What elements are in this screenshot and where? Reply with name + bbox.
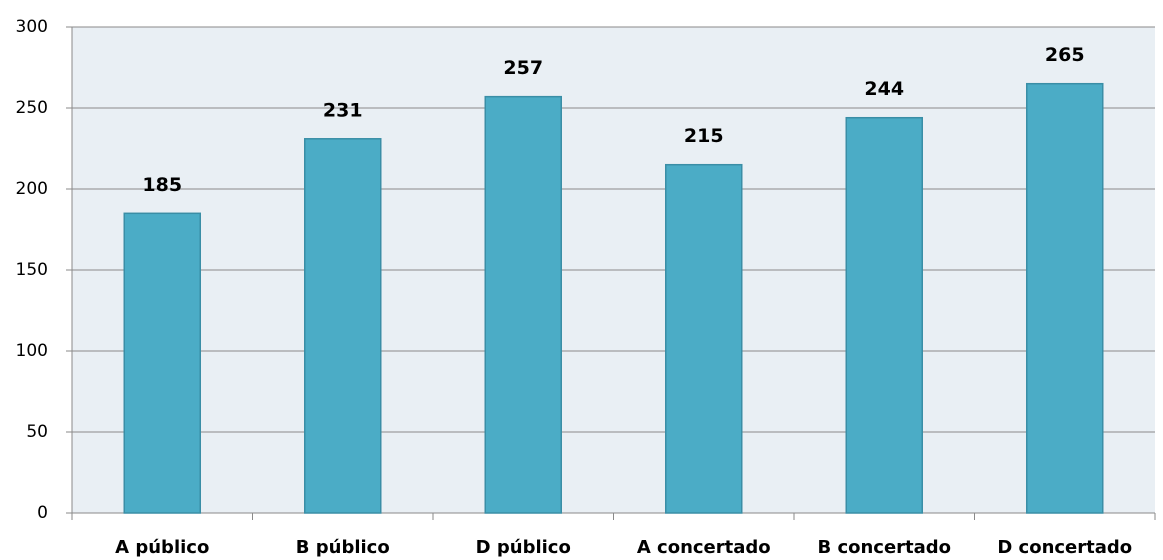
x-tick-label: B público: [296, 537, 390, 558]
value-label: 257: [503, 57, 543, 79]
value-label: 215: [684, 125, 724, 147]
x-tick-label: D concertado: [997, 537, 1132, 558]
value-label: 265: [1045, 44, 1085, 66]
x-tick-label: D público: [476, 537, 571, 558]
x-tick-label: A concertado: [637, 537, 771, 558]
y-tick-label: 300: [16, 17, 48, 37]
y-tick-label: 200: [16, 179, 48, 199]
y-tick-label: 100: [16, 341, 48, 361]
x-tick-label: A público: [115, 537, 209, 558]
value-label: 231: [323, 99, 363, 121]
bar: [484, 95, 562, 514]
y-tick-label: 50: [26, 422, 48, 442]
y-tick-label: 0: [37, 503, 48, 523]
bar: [304, 138, 382, 514]
bar: [1026, 82, 1104, 514]
bar: [845, 116, 923, 514]
y-tick-label: 150: [16, 260, 48, 280]
x-tick-label: B concertado: [817, 537, 951, 558]
bar: [665, 163, 743, 514]
value-label: 185: [142, 174, 182, 196]
y-tick-label: 250: [16, 98, 48, 118]
value-label: 244: [864, 78, 904, 100]
bar: [123, 212, 201, 514]
